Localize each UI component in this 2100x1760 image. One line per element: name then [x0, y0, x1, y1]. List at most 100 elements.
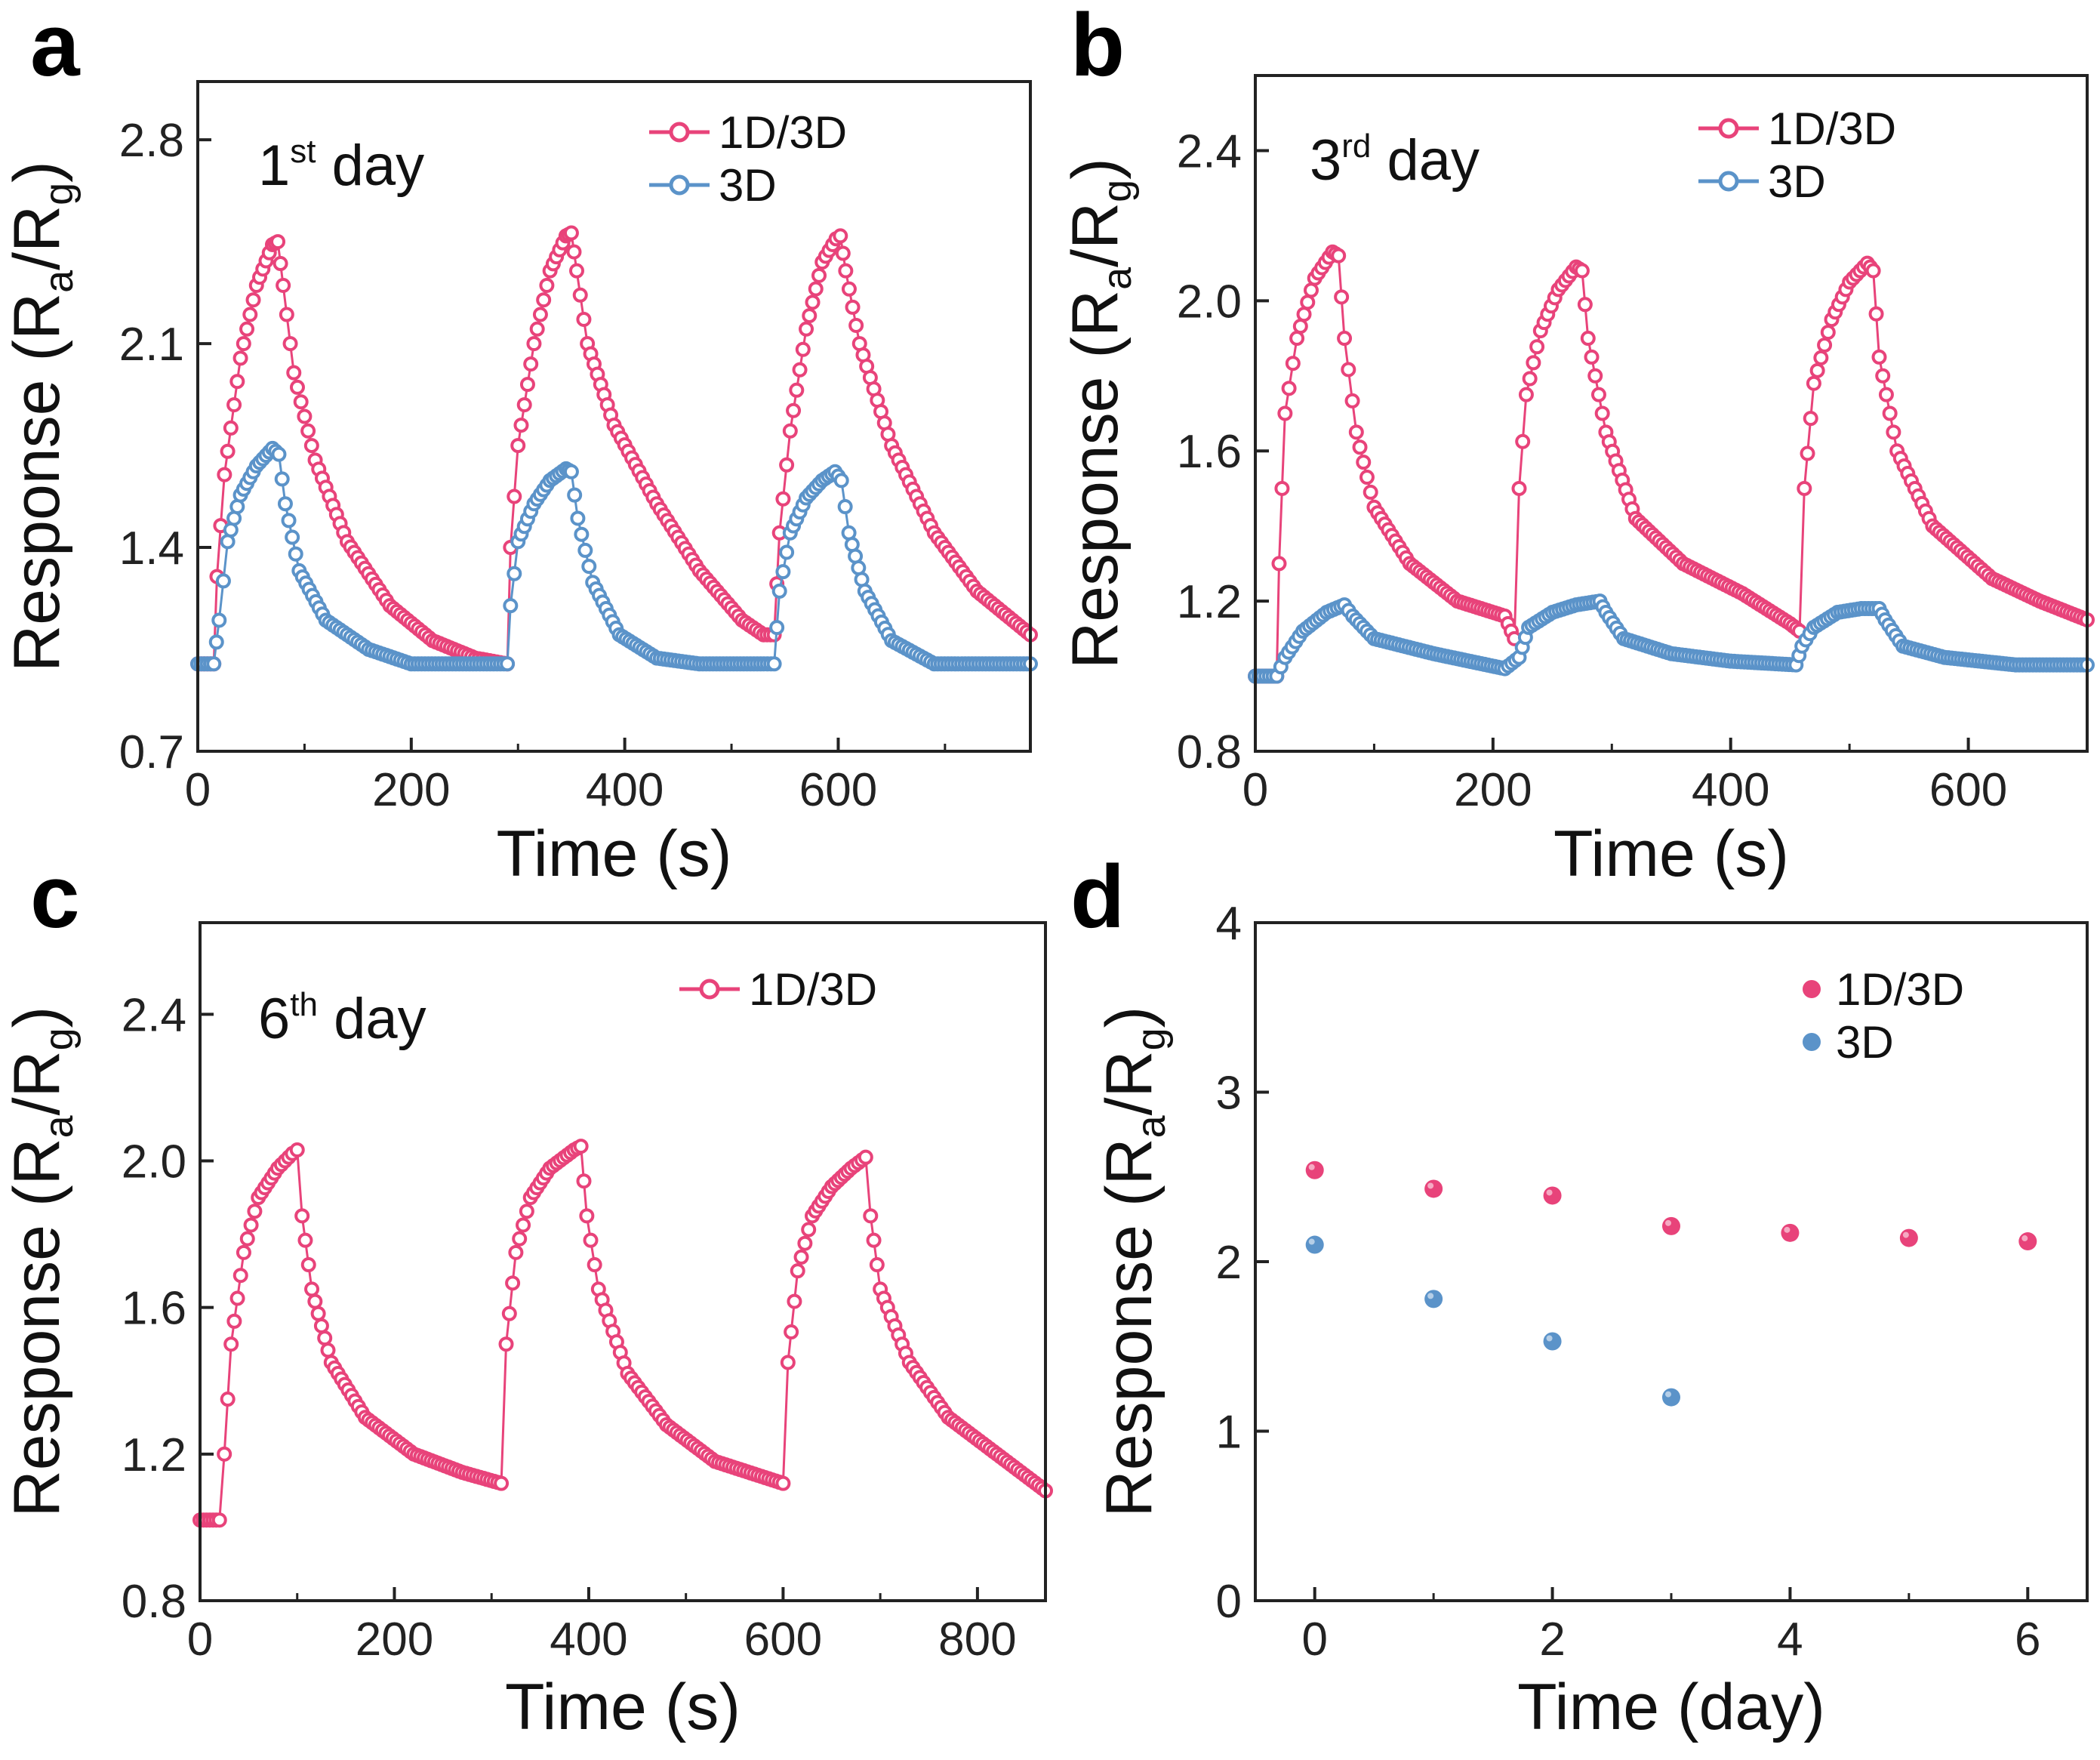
- data-point: [223, 1336, 239, 1352]
- point-highlight: [1546, 1335, 1553, 1342]
- data-point: [833, 473, 849, 489]
- y-tick-label: 0: [1216, 1576, 1242, 1628]
- panel-letter: a: [30, 0, 81, 95]
- data-point: [303, 438, 319, 454]
- data-point: [858, 1149, 873, 1165]
- x-axis-label: Time (s): [1553, 818, 1789, 890]
- data-point: [576, 1173, 592, 1189]
- data-point: [236, 336, 251, 352]
- data-point: [1289, 331, 1305, 347]
- point-highlight: [1427, 1182, 1434, 1189]
- data-point: [797, 1235, 813, 1251]
- data-point: [1529, 339, 1545, 355]
- data-point: [276, 277, 291, 293]
- data-point: [508, 1244, 524, 1260]
- point-highlight: [1665, 1219, 1671, 1226]
- data-point: [1809, 362, 1825, 378]
- data-point: [208, 634, 224, 650]
- data-point: [1305, 1160, 1324, 1179]
- data-point: [536, 292, 552, 308]
- data-point: [211, 612, 227, 628]
- data-point: [519, 377, 535, 393]
- data-point: [779, 457, 795, 473]
- data-point: [841, 281, 857, 297]
- legend-label: 3D: [1836, 1017, 1894, 1068]
- data-point: [1344, 393, 1360, 408]
- legend-item: 1D/3D: [1803, 964, 1964, 1015]
- data-point: [1543, 1332, 1562, 1351]
- series-line: [1255, 250, 2088, 678]
- data-point: [507, 566, 522, 581]
- data-point: [274, 471, 290, 487]
- data-point: [1584, 349, 1600, 365]
- data-point: [300, 423, 316, 439]
- data-point: [766, 656, 782, 672]
- data-point: [285, 529, 300, 545]
- data-point: [1797, 480, 1812, 496]
- data-point: [1868, 306, 1884, 322]
- data-point: [1300, 294, 1316, 310]
- legend: 1D/3D: [679, 964, 877, 1015]
- data-point: [503, 598, 519, 614]
- data-point: [801, 1222, 817, 1238]
- panel-b: b 0 200 400 600 0.8 1.2 1.6 2.0 2.4 Time (s) Respon…: [1059, 0, 2095, 890]
- data-point: [1871, 349, 1887, 365]
- data-point: [1882, 405, 1898, 421]
- data-point: [795, 341, 811, 357]
- y-tick-label: 2.1: [119, 319, 184, 371]
- x-tick-label: 200: [356, 1614, 433, 1666]
- data-point: [563, 464, 579, 479]
- data-point: [787, 1293, 802, 1309]
- data-point: [1875, 368, 1891, 384]
- axes-frame: [1254, 921, 2089, 1602]
- x-tick-label: 0: [187, 1614, 213, 1666]
- data-point: [245, 292, 261, 308]
- data-point: [570, 510, 586, 526]
- y-axis-label: Response (Ra/Rg): [1093, 1006, 1174, 1518]
- data-point: [808, 281, 824, 297]
- data-point: [286, 365, 302, 381]
- data-point: [789, 382, 805, 398]
- x-tick-label: 6: [2015, 1614, 2040, 1666]
- legend-marker: [1803, 980, 1821, 998]
- panel-letter: c: [30, 847, 80, 947]
- data-point: [1803, 411, 1818, 427]
- data-point: [247, 1204, 263, 1219]
- plot-area: [192, 1139, 1053, 1528]
- data-point: [1515, 433, 1531, 449]
- plot-area: [190, 225, 1038, 672]
- y-tick-label: 1.2: [122, 1429, 186, 1481]
- data-point: [792, 362, 808, 378]
- data-point: [563, 225, 579, 241]
- legend-marker: [669, 174, 690, 196]
- data-point: [500, 656, 516, 672]
- data-point: [779, 544, 795, 560]
- data-point: [573, 1139, 589, 1154]
- data-point: [239, 321, 255, 337]
- y-tick-label: 1.2: [1177, 576, 1242, 628]
- axes-frame: [1254, 74, 2089, 753]
- legend-item: 3D: [649, 160, 777, 211]
- data-point: [539, 277, 555, 293]
- data-point: [1518, 387, 1534, 402]
- data-point: [793, 1249, 809, 1265]
- series-3D: [1248, 593, 2095, 684]
- data-point: [569, 263, 585, 279]
- data-point: [220, 1392, 236, 1407]
- data-point: [223, 420, 239, 436]
- y-tick-label: 1.4: [119, 522, 184, 575]
- data-point: [1296, 307, 1312, 322]
- data-point: [837, 499, 853, 515]
- data-point: [866, 1232, 882, 1248]
- data-point: [833, 228, 848, 244]
- data-point: [1543, 1186, 1562, 1205]
- data-point: [526, 336, 542, 352]
- data-point: [1594, 405, 1610, 421]
- data-point: [848, 317, 864, 333]
- point-highlight: [1546, 1189, 1553, 1196]
- data-point: [775, 491, 791, 507]
- data-point: [498, 1336, 514, 1352]
